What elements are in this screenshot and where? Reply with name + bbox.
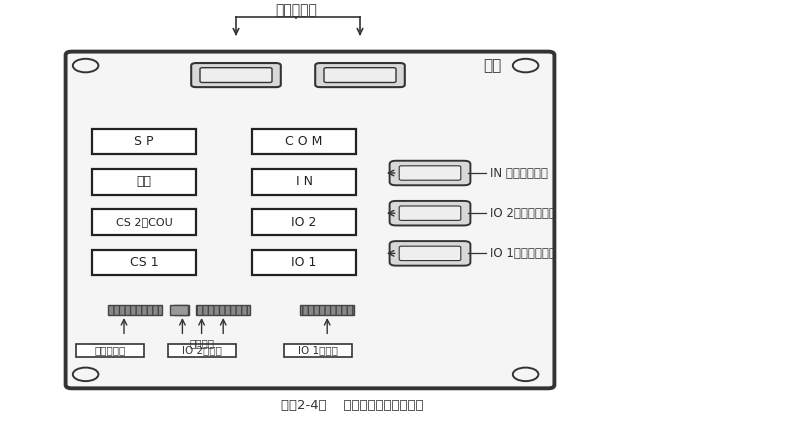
Text: CS 1: CS 1 bbox=[130, 256, 158, 269]
Text: IN 外引线插座组: IN 外引线插座组 bbox=[490, 167, 547, 179]
Text: 内连线插座: 内连线插座 bbox=[275, 3, 317, 18]
Text: IO 2跳线组: IO 2跳线组 bbox=[182, 346, 222, 356]
FancyBboxPatch shape bbox=[390, 201, 470, 225]
Text: S P: S P bbox=[134, 135, 154, 148]
Text: 备用: 备用 bbox=[137, 176, 151, 188]
Text: 闭锁选择: 闭锁选择 bbox=[189, 338, 214, 349]
Text: CS 2或COU: CS 2或COU bbox=[116, 217, 172, 227]
Text: 图（2-4）    各模块在母板上的位置: 图（2-4） 各模块在母板上的位置 bbox=[281, 399, 423, 412]
Text: I N: I N bbox=[295, 176, 313, 188]
Bar bbox=[92, 169, 196, 195]
Text: IO 2: IO 2 bbox=[291, 216, 317, 228]
Bar bbox=[252, 250, 356, 275]
Bar bbox=[168, 344, 236, 357]
Text: C O M: C O M bbox=[286, 135, 322, 148]
Bar bbox=[174, 305, 189, 315]
Bar bbox=[300, 305, 354, 315]
Text: IO 1: IO 1 bbox=[291, 256, 317, 269]
FancyBboxPatch shape bbox=[390, 161, 470, 185]
Bar bbox=[252, 169, 356, 195]
Bar bbox=[92, 129, 196, 154]
Bar bbox=[284, 344, 352, 357]
Text: IO 1跳线组: IO 1跳线组 bbox=[298, 346, 338, 356]
FancyBboxPatch shape bbox=[191, 63, 281, 87]
FancyBboxPatch shape bbox=[315, 63, 405, 87]
Bar bbox=[108, 305, 162, 315]
FancyBboxPatch shape bbox=[324, 68, 396, 82]
Text: IO 1外引线插座组: IO 1外引线插座组 bbox=[490, 247, 555, 260]
Bar bbox=[76, 344, 144, 357]
Bar bbox=[170, 305, 188, 315]
FancyBboxPatch shape bbox=[399, 206, 461, 220]
FancyBboxPatch shape bbox=[66, 52, 554, 388]
Bar bbox=[252, 209, 356, 235]
Bar bbox=[92, 250, 196, 275]
Text: IO 2外引线插座组: IO 2外引线插座组 bbox=[490, 207, 555, 220]
Bar bbox=[252, 129, 356, 154]
Bar bbox=[92, 209, 196, 235]
FancyBboxPatch shape bbox=[399, 166, 461, 180]
FancyBboxPatch shape bbox=[200, 68, 272, 82]
Bar bbox=[196, 305, 250, 315]
FancyBboxPatch shape bbox=[399, 246, 461, 261]
Text: 母板: 母板 bbox=[483, 58, 501, 73]
FancyBboxPatch shape bbox=[390, 241, 470, 266]
Text: 备用跳线组: 备用跳线组 bbox=[94, 346, 126, 356]
